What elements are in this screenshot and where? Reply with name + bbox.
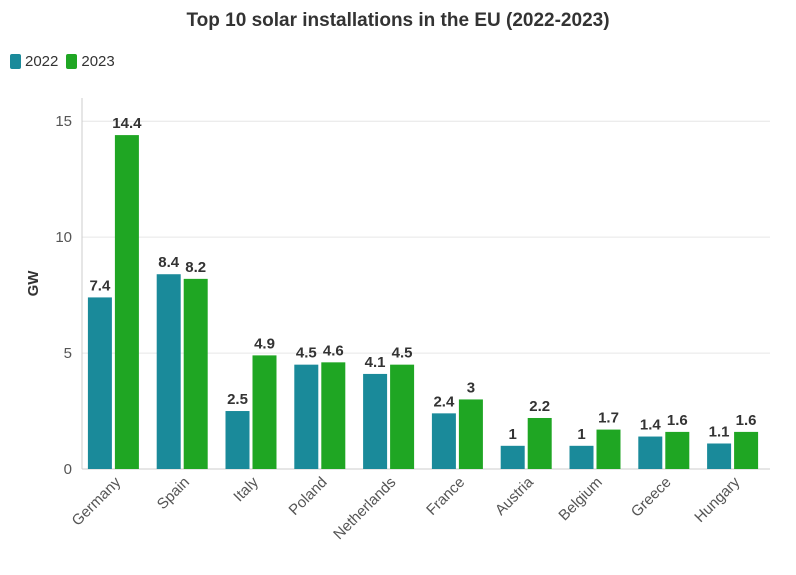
y-tick-label-5: 5 (64, 345, 72, 362)
bar-2022-belgium (569, 445, 594, 469)
legend-swatch-2022 (10, 54, 21, 69)
data-label-2022-belgium: 1 (577, 426, 585, 443)
bar-2022-austria (500, 445, 525, 469)
bar-2022-netherlands (363, 373, 388, 469)
bar-2022-poland (294, 364, 319, 469)
legend: 2022 2023 (10, 53, 123, 70)
bar-2023-germany (114, 135, 139, 469)
data-label-2022-greece: 1.4 (640, 417, 662, 434)
legend-item-2022[interactable]: 2022 (10, 53, 58, 70)
bar-2022-germany (87, 297, 112, 469)
bar-2022-greece (638, 436, 663, 469)
chart-title: Top 10 solar installations in the EU (20… (186, 10, 610, 31)
data-label-2023-hungary: 1.6 (736, 412, 757, 429)
x-tick-label-germany: Germany (69, 473, 125, 529)
bar-2023-austria (527, 417, 552, 469)
x-tick-label-belgium: Belgium (555, 474, 605, 524)
bar-2023-netherlands (390, 364, 415, 469)
y-tick-label-10: 10 (55, 229, 72, 246)
bar-2023-poland (321, 362, 346, 469)
legend-label-2022: 2022 (25, 53, 59, 70)
x-tick-label-netherlands: Netherlands (330, 474, 399, 543)
data-label-2023-poland: 4.6 (323, 342, 344, 359)
bar-2023-belgium (596, 429, 621, 469)
data-label-2022-germany: 7.4 (89, 277, 111, 294)
x-tick-label-greece: Greece (628, 474, 675, 521)
bar-2023-france (458, 399, 483, 469)
data-label-2022-france: 2.4 (433, 393, 455, 410)
data-label-2023-france: 3 (467, 379, 475, 396)
data-label-2023-belgium: 1.7 (598, 410, 619, 427)
bar-2022-spain (156, 274, 181, 469)
data-label-2022-poland: 4.5 (296, 345, 317, 362)
data-label-2022-italy: 2.5 (227, 391, 248, 408)
data-label-2023-spain: 8.2 (185, 259, 206, 276)
data-label-2023-austria: 2.2 (529, 398, 550, 415)
legend-swatch-2023 (66, 54, 78, 69)
legend-item-2023[interactable]: 2023 (66, 53, 115, 70)
bar-2023-italy (252, 355, 277, 469)
data-label-2022-austria: 1 (509, 426, 517, 443)
x-tick-label-hungary: Hungary (691, 473, 743, 525)
data-label-2022-netherlands: 4.1 (365, 354, 386, 371)
bar-2023-spain (183, 278, 208, 469)
data-label-2022-spain: 8.4 (158, 254, 180, 271)
y-tick-label-0: 0 (64, 461, 72, 478)
legend-label-2023: 2023 (81, 53, 115, 70)
bar-2023-hungary (734, 431, 759, 469)
x-tick-label-spain: Spain (154, 474, 193, 513)
bar-2022-france (431, 413, 456, 469)
x-tick-label-poland: Poland (286, 474, 331, 519)
x-tick-label-austria: Austria (492, 473, 537, 518)
y-tick-label-15: 15 (55, 113, 72, 130)
bar-2022-italy (225, 411, 250, 469)
bar-2022-hungary (707, 443, 732, 469)
data-label-2023-netherlands: 4.5 (392, 345, 413, 362)
x-tick-label-italy: Italy (230, 473, 262, 505)
bar-2023-greece (665, 431, 690, 469)
data-label-2023-greece: 1.6 (667, 412, 688, 429)
y-axis-title: GW (25, 270, 42, 297)
x-tick-label-france: France (423, 474, 468, 519)
data-label-2022-hungary: 1.1 (709, 423, 730, 440)
data-label-2023-germany: 14.4 (112, 115, 142, 132)
data-label-2023-italy: 4.9 (254, 335, 275, 352)
